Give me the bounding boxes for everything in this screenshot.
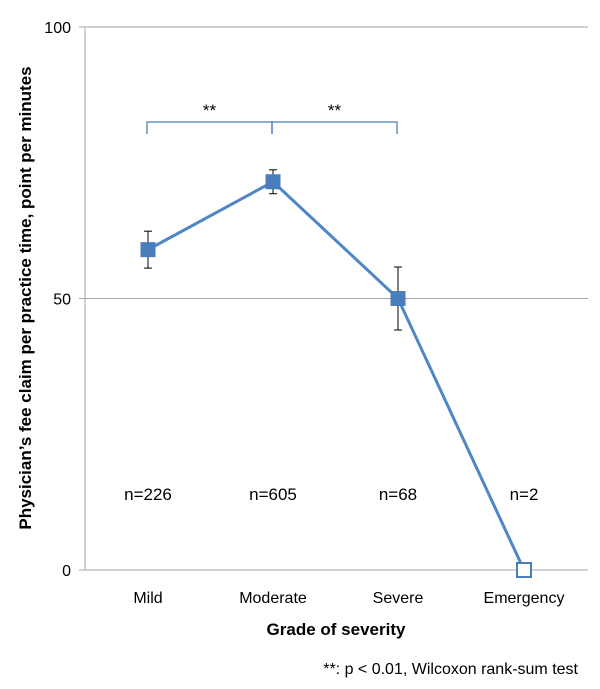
- significance-label-2: **: [328, 101, 342, 120]
- significance-brackets: ** **: [146, 101, 398, 134]
- sample-size-mild: n=226: [124, 485, 172, 504]
- series-line-path: [147, 180, 526, 571]
- error-bars: [144, 169, 402, 331]
- marker-emergency: [516, 562, 532, 578]
- x-tick-labels: Mild Moderate Severe Emergency: [133, 590, 564, 607]
- x-axis-title: Grade of severity: [267, 620, 406, 639]
- series-line: [147, 180, 526, 571]
- significance-label-1: **: [203, 101, 217, 120]
- footnote: **: p < 0.01, Wilcoxon rank-sum test: [323, 661, 578, 678]
- marker-mild: [140, 242, 156, 258]
- y-axis-title: Physician’s fee claim per practice time,…: [16, 66, 35, 529]
- bracket-1: [146, 121, 273, 134]
- y-tick-50: 50: [53, 292, 71, 309]
- marker-severe: [390, 291, 406, 306]
- data-markers: [140, 174, 532, 578]
- sample-size-moderate: n=605: [249, 485, 297, 504]
- x-tick-severe: Severe: [373, 590, 424, 607]
- sample-size-severe: n=68: [379, 485, 417, 504]
- x-tick-moderate: Moderate: [239, 590, 307, 607]
- bracket-2: [271, 121, 398, 134]
- sample-size-emergency: n=2: [510, 485, 539, 504]
- x-tick-mild: Mild: [133, 590, 162, 607]
- axes: [79, 26, 588, 571]
- y-tick-100: 100: [44, 20, 71, 37]
- x-tick-emergency: Emergency: [484, 590, 565, 607]
- sample-size-labels: n=226 n=605 n=68 n=2: [124, 485, 538, 504]
- y-tick-0: 0: [62, 563, 71, 580]
- y-tick-labels: 0 50 100: [44, 20, 71, 580]
- marker-moderate: [265, 174, 281, 190]
